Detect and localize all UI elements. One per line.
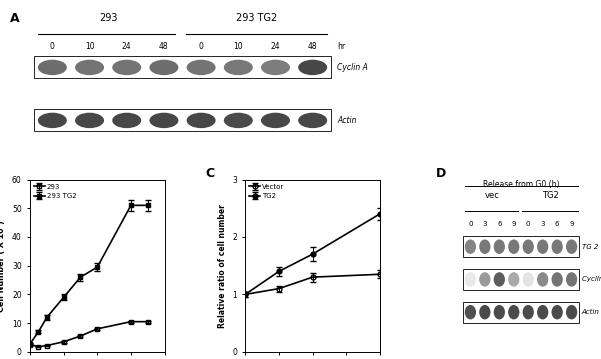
Ellipse shape	[566, 305, 577, 320]
Polygon shape	[34, 56, 331, 79]
Text: 293: 293	[99, 13, 117, 23]
Text: 0: 0	[50, 42, 55, 51]
Ellipse shape	[187, 60, 216, 75]
Ellipse shape	[465, 305, 476, 320]
Ellipse shape	[465, 239, 476, 254]
Text: D: D	[436, 167, 447, 181]
Ellipse shape	[298, 113, 327, 128]
Text: 9: 9	[511, 221, 516, 227]
Text: 3: 3	[483, 221, 487, 227]
Text: 10: 10	[85, 42, 94, 51]
Text: Actin: Actin	[582, 309, 599, 315]
Ellipse shape	[479, 239, 490, 254]
Ellipse shape	[112, 113, 141, 128]
Text: hr: hr	[337, 42, 346, 51]
Ellipse shape	[479, 305, 490, 320]
Ellipse shape	[150, 113, 178, 128]
Text: 10: 10	[234, 42, 243, 51]
Text: Actin: Actin	[337, 116, 357, 125]
Ellipse shape	[493, 305, 505, 320]
Ellipse shape	[75, 60, 104, 75]
Ellipse shape	[552, 305, 563, 320]
Y-axis label: Cell Number ( X 10⁵): Cell Number ( X 10⁵)	[0, 220, 7, 312]
Legend: Vector, TG2: Vector, TG2	[249, 183, 285, 200]
Ellipse shape	[150, 60, 178, 75]
Ellipse shape	[493, 239, 505, 254]
Text: 48: 48	[308, 42, 317, 51]
Polygon shape	[463, 269, 579, 290]
Ellipse shape	[224, 113, 253, 128]
Ellipse shape	[537, 272, 548, 287]
Ellipse shape	[479, 272, 490, 287]
Ellipse shape	[75, 113, 104, 128]
Ellipse shape	[38, 113, 67, 128]
Text: Release from G0 (h): Release from G0 (h)	[483, 180, 560, 189]
Text: 6: 6	[497, 221, 502, 227]
Ellipse shape	[537, 239, 548, 254]
Ellipse shape	[187, 113, 216, 128]
Ellipse shape	[112, 60, 141, 75]
Ellipse shape	[508, 272, 519, 287]
Ellipse shape	[261, 113, 290, 128]
Ellipse shape	[523, 239, 534, 254]
Ellipse shape	[566, 239, 577, 254]
Text: 24: 24	[122, 42, 132, 51]
Ellipse shape	[465, 272, 476, 287]
Text: A: A	[10, 12, 20, 25]
Text: 0: 0	[526, 221, 531, 227]
Polygon shape	[34, 109, 331, 131]
Ellipse shape	[537, 305, 548, 320]
Polygon shape	[463, 302, 579, 322]
Ellipse shape	[38, 60, 67, 75]
Text: vec: vec	[484, 191, 499, 200]
Ellipse shape	[523, 305, 534, 320]
Legend: 293, 293 TG2: 293, 293 TG2	[34, 183, 77, 200]
Text: TG 2: TG 2	[582, 244, 598, 250]
Y-axis label: Relative ratio of cell number: Relative ratio of cell number	[218, 204, 227, 328]
Text: Cyclin A: Cyclin A	[337, 63, 368, 72]
Text: 9: 9	[569, 221, 574, 227]
Text: 24: 24	[270, 42, 280, 51]
Ellipse shape	[523, 272, 534, 287]
Text: 0: 0	[199, 42, 204, 51]
Polygon shape	[463, 236, 579, 257]
Text: 48: 48	[159, 42, 169, 51]
Text: 6: 6	[555, 221, 560, 227]
Text: 0: 0	[468, 221, 472, 227]
Text: Cyclin D1: Cyclin D1	[582, 276, 601, 283]
Ellipse shape	[224, 60, 253, 75]
Ellipse shape	[552, 239, 563, 254]
Ellipse shape	[566, 272, 577, 287]
Ellipse shape	[261, 60, 290, 75]
Ellipse shape	[552, 272, 563, 287]
Text: 3: 3	[540, 221, 545, 227]
Text: C: C	[205, 167, 214, 181]
Ellipse shape	[298, 60, 327, 75]
Ellipse shape	[493, 272, 505, 287]
Text: TG2: TG2	[542, 191, 558, 200]
Text: 293 TG2: 293 TG2	[236, 13, 278, 23]
Ellipse shape	[508, 305, 519, 320]
Ellipse shape	[508, 239, 519, 254]
